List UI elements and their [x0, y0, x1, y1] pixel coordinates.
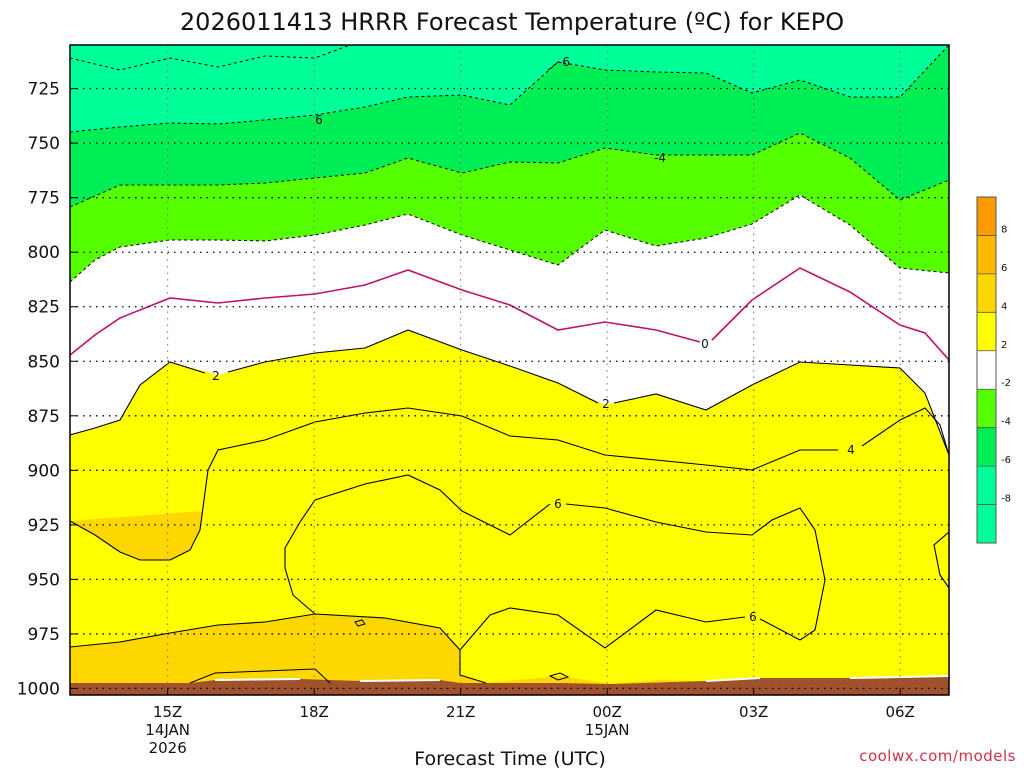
contour-line-p6-small	[189, 619, 570, 684]
y-tick-label: 975	[28, 625, 60, 645]
contour-label: 6	[554, 497, 562, 511]
band-lt-m6	[70, 45, 949, 132]
legend-label: -8	[1001, 494, 1011, 505]
ground	[70, 676, 949, 695]
contour-label: 4	[847, 443, 855, 457]
x-tick-label: 06Z	[885, 703, 914, 721]
y-tick-label: 725	[28, 80, 60, 100]
legend-label: 6	[1001, 263, 1007, 274]
contour-line-m4	[70, 132, 949, 208]
legend-swatch	[977, 197, 996, 236]
x-axis-label: Forecast Time (UTC)	[414, 748, 605, 768]
contour-label: 2	[602, 397, 610, 411]
legend-swatch	[977, 466, 996, 505]
y-tick-label: 850	[28, 352, 60, 372]
contour-label: 0	[701, 337, 709, 351]
credit-text: coolwx.com/models	[859, 747, 1016, 765]
legend-frame	[976, 196, 997, 544]
legend-swatch	[977, 273, 996, 313]
legend-label: 8	[1001, 224, 1007, 235]
y-tick-label: 750	[28, 134, 60, 154]
legend-swatch	[977, 389, 996, 428]
x-tick-date-label: 15JAN	[585, 721, 630, 739]
legend-swatch	[977, 504, 996, 543]
legend-swatch	[977, 350, 996, 390]
legend-swatch	[977, 235, 996, 274]
x-tick-label: 15Z	[153, 703, 182, 721]
legend-label: -6	[1001, 455, 1011, 466]
x-tick-label: 00Z	[592, 703, 621, 721]
contour-line-p6	[284, 474, 826, 651]
contour-line-m6	[70, 45, 949, 98]
y-tick-label: 900	[28, 461, 60, 481]
ground-edge	[214, 675, 949, 682]
contour-fill-layer	[70, 45, 949, 695]
y-tick-label: 825	[28, 298, 60, 318]
contour-line-layer	[70, 45, 949, 684]
legend-colorbar: 8 6 4 2 -2 -4 -6 -8	[976, 196, 1011, 544]
contour-label: 6	[315, 113, 323, 127]
x-tick-label: 03Z	[739, 703, 768, 721]
legend-swatch	[977, 427, 996, 467]
contour-labels: -6 6 -4 0 2 2 4 6 6	[212, 55, 855, 624]
legend-label: -2	[1001, 378, 1011, 389]
y-tick-label: 800	[28, 243, 60, 263]
contour-label: 2	[212, 369, 220, 383]
x-tick-date-label: 14JAN	[145, 721, 190, 739]
x-tick-label: 21Z	[446, 703, 475, 721]
contour-line-zero	[70, 267, 949, 361]
legend-swatch	[977, 312, 996, 351]
contour-line-p4	[70, 407, 949, 684]
contour-label: -6	[558, 55, 570, 69]
contour-label: 6	[749, 610, 757, 624]
y-tick-label: 875	[28, 407, 60, 427]
legend-label: 2	[1001, 340, 1007, 351]
x-tick-label: 18Z	[299, 703, 328, 721]
contour-line-p2	[70, 329, 949, 456]
y-tick-label: 925	[28, 516, 60, 536]
contour-line-m2	[70, 194, 949, 283]
y-tick-label: 950	[28, 570, 60, 590]
plot-frame	[69, 44, 950, 696]
x-tick-year-label: 2026	[149, 739, 187, 757]
grid	[70, 45, 949, 695]
y-tick-label: 775	[28, 189, 60, 209]
legend-label: -4	[1001, 417, 1011, 428]
contour-label: -4	[654, 151, 666, 165]
legend-label: 4	[1001, 301, 1007, 312]
chart-title: 2026011413 HRRR Forecast Temperature (ºC…	[180, 8, 844, 36]
y-tick-label: 1000	[17, 679, 60, 699]
y-axis: 725 750 775 800 825 850 875 900 925 950 975 1000	[17, 80, 77, 699]
